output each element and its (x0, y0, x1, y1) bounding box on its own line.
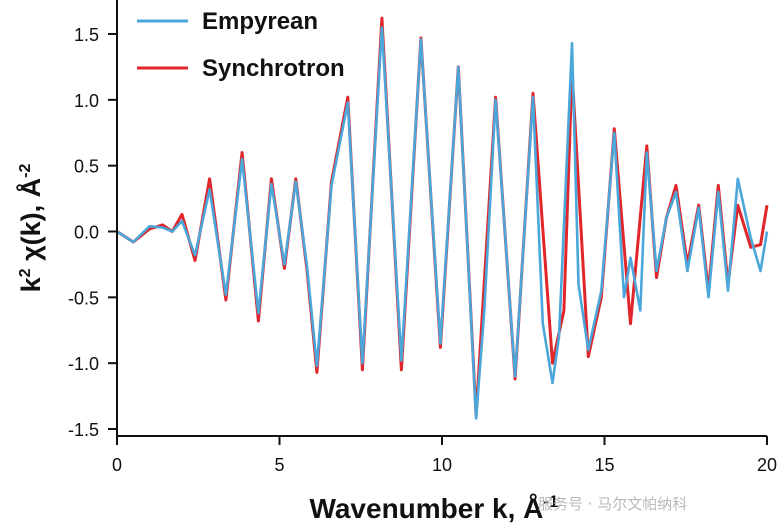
x-ticks: 0 5 10 15 20 (112, 436, 777, 475)
y-ticks: -1.5 -1.0 -0.5 0.0 0.5 1.0 1.5 (68, 25, 117, 440)
y-tick-label: 1.5 (74, 25, 99, 45)
y-axis-title-unit-sup: -2 (17, 164, 34, 178)
x-axis-title-text: Wavenumber k, Å (309, 493, 543, 524)
y-tick-label: 0.5 (74, 157, 99, 177)
y-tick-label: -0.5 (68, 288, 99, 308)
x-tick-label: 15 (594, 455, 614, 475)
x-tick-label: 0 (112, 455, 122, 475)
x-tick-label: 5 (274, 455, 284, 475)
series-layer (116, 16, 769, 420)
watermark-text: 服务号 · 马尔文帕纳科 (538, 495, 687, 513)
y-axis-title-k: k (16, 276, 46, 292)
y-tick-label: 1.0 (74, 91, 99, 111)
y-axis-title-chi: χ(k), Å (15, 178, 46, 269)
y-axis-title: k2 χ(k), Å-2 (15, 164, 46, 293)
y-axis-title-k-sup: 2 (17, 268, 34, 277)
x-axis-title-sup: -1 (543, 492, 558, 511)
x-axis-title: Wavenumber k, Å-1 (309, 492, 558, 524)
legend-label-empyrean: Empyrean (202, 8, 318, 35)
y-tick-label: -1.0 (68, 354, 99, 374)
series-line-empyrean (116, 26, 769, 420)
x-tick-label: 10 (432, 455, 452, 475)
y-tick-label: -1.5 (68, 420, 99, 440)
x-tick-label: 20 (757, 455, 777, 475)
legend-label-synchrotron: Synchrotron (202, 55, 345, 82)
legend: Empyrean Synchrotron (137, 8, 345, 82)
y-tick-label: 0.0 (74, 223, 99, 243)
